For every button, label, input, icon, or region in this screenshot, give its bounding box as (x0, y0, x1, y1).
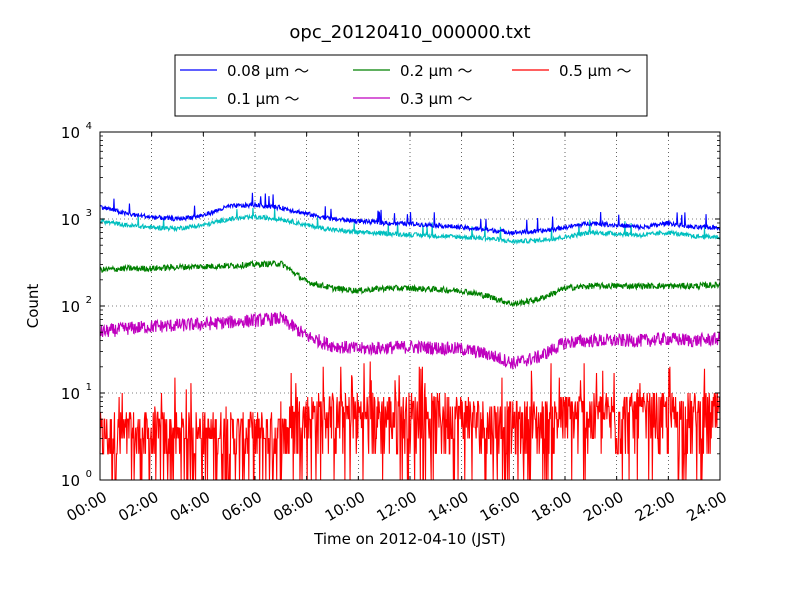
legend-label: 0.3 μm ～ (400, 90, 473, 108)
y-tick-label: 10 (61, 472, 80, 490)
chart-title: opc_20120410_000000.txt (289, 22, 530, 43)
y-tick-label: 10 (61, 124, 80, 142)
y-tick-exponent: 2 (86, 295, 92, 306)
series-line (99, 207, 721, 245)
legend-label: 0.1 μm ～ (227, 90, 300, 108)
series-line (99, 259, 721, 308)
y-tick-exponent: 1 (86, 382, 92, 393)
y-tick-exponent: 3 (86, 208, 92, 219)
legend-label: 0.08 μm ～ (227, 62, 309, 80)
y-tick-exponent: 0 (86, 469, 92, 480)
y-tick-label: 10 (61, 211, 80, 229)
y-axis-ticks: 10 0 10 1 10 2 10 3 10 4 (61, 121, 720, 490)
grid (100, 132, 720, 480)
series-line (99, 361, 721, 481)
legend-label: 0.2 μm ～ (400, 62, 473, 80)
y-tick-label: 10 (61, 298, 80, 316)
x-axis-label: Time on 2012-04-10 (JST) (313, 530, 506, 548)
y-tick-exponent: 4 (86, 121, 92, 132)
legend-label: 0.5 μm ～ (559, 62, 632, 80)
series-line (99, 311, 721, 370)
y-tick-label: 10 (61, 385, 80, 403)
series-line (99, 192, 721, 237)
legend-box (174, 54, 648, 117)
legend: 0.08 μm ～ 0.1 μm ～ 0.2 μm ～ 0.3 μm ～ 0.5 μm … (174, 54, 648, 117)
y-axis-label: Count (24, 284, 42, 329)
series-layer (99, 192, 721, 481)
